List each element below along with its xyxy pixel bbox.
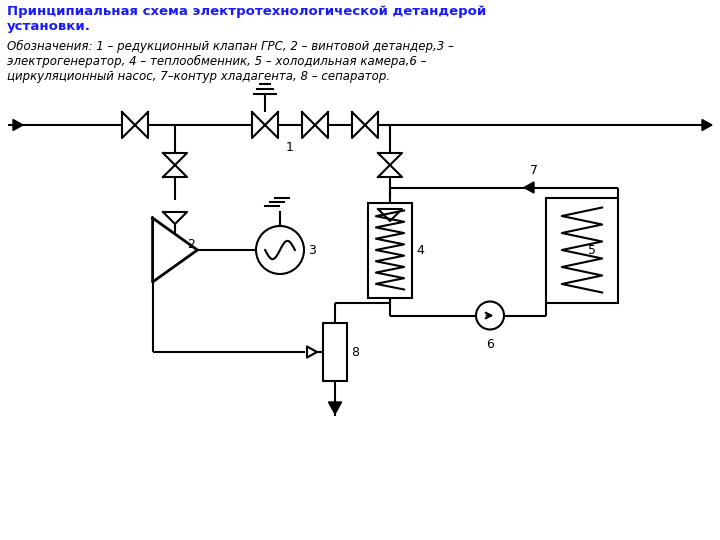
Text: 8: 8 <box>351 346 359 359</box>
Polygon shape <box>524 182 534 193</box>
Text: 4: 4 <box>416 244 424 256</box>
Text: 2: 2 <box>187 239 195 252</box>
Polygon shape <box>163 212 187 224</box>
Polygon shape <box>135 112 148 138</box>
Text: Принципиальная схема электротехнологической детандерой
установки.: Принципиальная схема электротехнологичес… <box>7 5 486 33</box>
Bar <box>323 323 347 381</box>
Polygon shape <box>153 218 197 282</box>
Polygon shape <box>315 112 328 138</box>
Text: 1: 1 <box>286 141 294 154</box>
Text: Обозначения: 1 – редукционный клапан ГРС, 2 – винтовой детандер,3 –
электрогенер: Обозначения: 1 – редукционный клапан ГРС… <box>7 40 454 83</box>
Polygon shape <box>352 112 365 138</box>
Polygon shape <box>378 153 402 165</box>
Polygon shape <box>265 112 278 138</box>
Polygon shape <box>302 112 315 138</box>
Polygon shape <box>702 119 712 131</box>
Polygon shape <box>365 112 378 138</box>
Polygon shape <box>163 153 187 165</box>
Polygon shape <box>163 165 187 177</box>
Bar <box>546 198 618 302</box>
Circle shape <box>476 301 504 329</box>
Text: 3: 3 <box>308 244 316 256</box>
Text: 5: 5 <box>588 244 596 256</box>
Polygon shape <box>378 209 402 221</box>
Text: 7: 7 <box>530 165 538 178</box>
Circle shape <box>256 226 304 274</box>
Bar <box>368 202 412 298</box>
Text: 6: 6 <box>486 338 494 350</box>
Polygon shape <box>328 402 341 414</box>
Polygon shape <box>252 112 265 138</box>
Polygon shape <box>378 165 402 177</box>
Polygon shape <box>122 112 135 138</box>
Polygon shape <box>13 119 23 131</box>
